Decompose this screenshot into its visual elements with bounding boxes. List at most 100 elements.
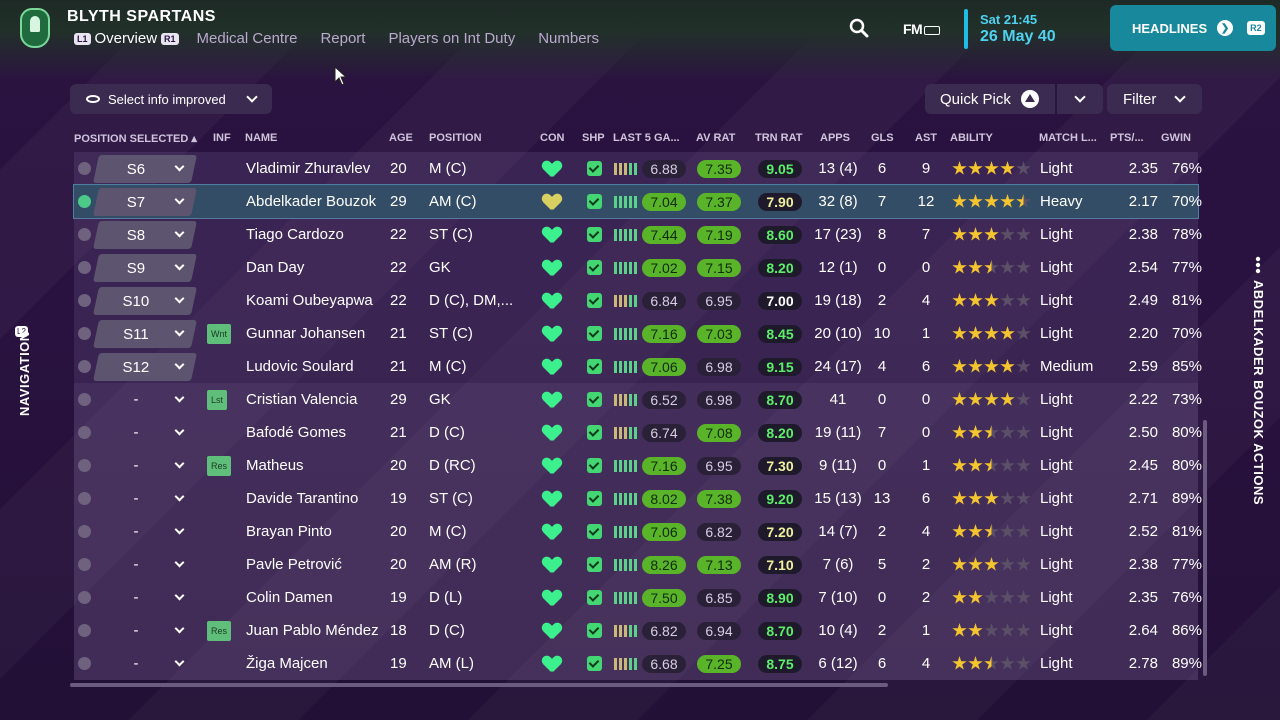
filter-button[interactable]: Filter: [1107, 84, 1202, 114]
col-age[interactable]: AGE: [389, 132, 413, 144]
row-checkbox[interactable]: [78, 350, 92, 383]
tab-report[interactable]: Report: [320, 30, 366, 47]
player-name[interactable]: Žiga Majcen: [246, 655, 328, 672]
tab-medical-centre[interactable]: Medical Centre: [196, 30, 298, 47]
row-checkbox[interactable]: [78, 416, 92, 449]
row-checkbox[interactable]: [78, 548, 92, 581]
chevron-down-icon[interactable]: [174, 251, 190, 284]
player-name[interactable]: Pavle Petrović: [246, 556, 342, 573]
player-name[interactable]: Vladimir Zhuravlev: [246, 160, 371, 177]
player-name[interactable]: Colin Damen: [246, 589, 333, 606]
table-row[interactable]: - Res Juan Pablo Méndez 18 D (C) 6.82 6.…: [74, 614, 1202, 647]
chevron-down-icon[interactable]: [174, 350, 190, 383]
player-actions-toggle[interactable]: ABDELKADER BOUZOK ACTIONS: [1248, 256, 1270, 518]
player-name[interactable]: Abdelkader Bouzok: [246, 193, 377, 210]
col-ast[interactable]: AST: [915, 132, 937, 144]
position-selector[interactable]: -: [96, 482, 194, 515]
row-checkbox[interactable]: [78, 218, 92, 251]
chevron-down-icon[interactable]: [174, 548, 190, 581]
chevron-down-icon[interactable]: [174, 416, 190, 449]
player-name[interactable]: Gunnar Johansen: [246, 325, 366, 342]
chevron-down-icon[interactable]: [174, 449, 190, 482]
position-selector[interactable]: -: [96, 383, 194, 416]
chevron-down-icon[interactable]: [174, 581, 190, 614]
table-row[interactable]: S7 Abdelkader Bouzok 29 AM (C) 7.04 7.37…: [73, 184, 1202, 219]
table-row[interactable]: - Pavle Petrović 20 AM (R) 8.26 7.13 7.1…: [74, 548, 1202, 581]
row-checkbox[interactable]: [78, 581, 92, 614]
table-row[interactable]: - Res Matheus 20 D (RC) 7.16 6.95 7.30 9…: [74, 449, 1202, 482]
row-checkbox[interactable]: [78, 284, 92, 317]
headlines-button[interactable]: HEADLINES ❯ R2: [1110, 5, 1276, 51]
col-match-load[interactable]: MATCH L...: [1039, 132, 1097, 144]
club-name[interactable]: BLYTH SPARTANS: [67, 8, 216, 25]
table-row[interactable]: S8 Tiago Cardozo 22 ST (C) 7.44 7.19 8.6…: [74, 218, 1202, 251]
row-checkbox[interactable]: [78, 614, 92, 647]
col-name[interactable]: NAME: [245, 132, 278, 144]
table-row[interactable]: - Bafodé Gomes 21 D (C) 6.74 7.08 8.20 1…: [74, 416, 1202, 449]
fm-logo-icon[interactable]: FM: [903, 21, 941, 37]
table-row[interactable]: S6 Vladimir Zhuravlev 20 M (C) 6.88 7.35…: [74, 152, 1202, 185]
row-checkbox[interactable]: [78, 449, 92, 482]
player-name[interactable]: Tiago Cardozo: [246, 226, 344, 243]
vertical-scrollbar[interactable]: [1203, 420, 1207, 676]
player-name[interactable]: Juan Pablo Méndez: [246, 622, 379, 639]
col-apps[interactable]: APPS: [820, 132, 850, 144]
row-checkbox[interactable]: [78, 152, 92, 185]
row-checkbox[interactable]: [78, 251, 92, 284]
position-selector[interactable]: -: [96, 416, 194, 449]
position-selector[interactable]: -: [96, 548, 194, 581]
player-name[interactable]: Ludovic Soulard: [246, 358, 354, 375]
table-row[interactable]: - Colin Damen 19 D (L) 7.50 6.85 8.90 7 …: [74, 581, 1202, 614]
chevron-down-icon[interactable]: [174, 284, 190, 317]
player-name[interactable]: Matheus: [246, 457, 304, 474]
chevron-down-icon[interactable]: [174, 383, 190, 416]
chevron-down-icon[interactable]: [174, 614, 190, 647]
chevron-down-icon[interactable]: [174, 185, 190, 218]
row-checkbox[interactable]: [78, 185, 92, 218]
info-select-dropdown[interactable]: Select info improved: [70, 84, 272, 114]
col-gwin[interactable]: GWIN: [1161, 132, 1191, 144]
col-position[interactable]: POSITION: [429, 132, 482, 144]
table-row[interactable]: S12 Ludovic Soulard 21 M (C) 7.06 6.98 9…: [74, 350, 1202, 383]
table-row[interactable]: S10 Koami Oubeyapwa 22 D (C), DM,... 6.8…: [74, 284, 1202, 317]
row-checkbox[interactable]: [78, 515, 92, 548]
chevron-down-icon[interactable]: [174, 218, 190, 251]
chevron-down-icon[interactable]: [174, 482, 190, 515]
chevron-down-icon[interactable]: [174, 152, 190, 185]
position-selector[interactable]: -: [96, 614, 194, 647]
table-row[interactable]: - Brayan Pinto 20 M (C) 7.06 6.82 7.20 1…: [74, 515, 1202, 548]
tab-players-on-int-duty[interactable]: Players on Int Duty: [388, 30, 516, 47]
player-name[interactable]: Dan Day: [246, 259, 305, 276]
horizontal-scrollbar[interactable]: [70, 683, 888, 687]
tab-overview[interactable]: Overview: [94, 30, 158, 47]
player-name[interactable]: Koami Oubeyapwa: [246, 292, 373, 309]
col-shp[interactable]: SHP: [582, 132, 605, 144]
col-av-rat[interactable]: AV RAT: [696, 132, 736, 144]
player-name[interactable]: Bafodé Gomes: [246, 424, 347, 441]
chevron-down-icon[interactable]: [174, 647, 190, 680]
table-row[interactable]: - Žiga Majcen 19 AM (L) 6.68 7.25 8.75 6…: [74, 647, 1202, 680]
row-checkbox[interactable]: [78, 317, 92, 350]
col-trn-rat[interactable]: TRN RAT: [755, 132, 803, 144]
player-name[interactable]: Davide Tarantino: [246, 490, 359, 507]
table-row[interactable]: S11 Wnt Gunnar Johansen 21 ST (C) 7.16 7…: [74, 317, 1202, 350]
position-selector[interactable]: -: [96, 581, 194, 614]
table-row[interactable]: S9 Dan Day 22 GK 7.02 7.15 8.20 12 (1) 0…: [74, 251, 1202, 284]
chevron-down-icon[interactable]: [174, 317, 190, 350]
table-row[interactable]: - Lst Cristian Valencia 29 GK 6.52 6.98 …: [74, 383, 1202, 416]
col-ability[interactable]: ABILITY: [950, 132, 993, 144]
position-selector[interactable]: -: [96, 449, 194, 482]
table-row[interactable]: - Davide Tarantino 19 ST (C) 8.02 7.38 9…: [74, 482, 1202, 515]
col-pts[interactable]: PTS/...: [1110, 132, 1144, 144]
position-selector[interactable]: -: [96, 647, 194, 680]
player-name[interactable]: Cristian Valencia: [246, 391, 358, 408]
search-icon[interactable]: [849, 18, 869, 38]
navigation-panel-toggle[interactable]: L2 NAVIGATION: [14, 326, 36, 426]
col-last5[interactable]: LAST 5 GA...: [613, 132, 680, 144]
row-checkbox[interactable]: [78, 482, 92, 515]
col-con[interactable]: CON: [540, 132, 565, 144]
row-checkbox[interactable]: [78, 647, 92, 680]
quick-pick-button[interactable]: Quick Pick: [925, 84, 1055, 114]
row-checkbox[interactable]: [78, 383, 92, 416]
position-selector[interactable]: -: [96, 515, 194, 548]
